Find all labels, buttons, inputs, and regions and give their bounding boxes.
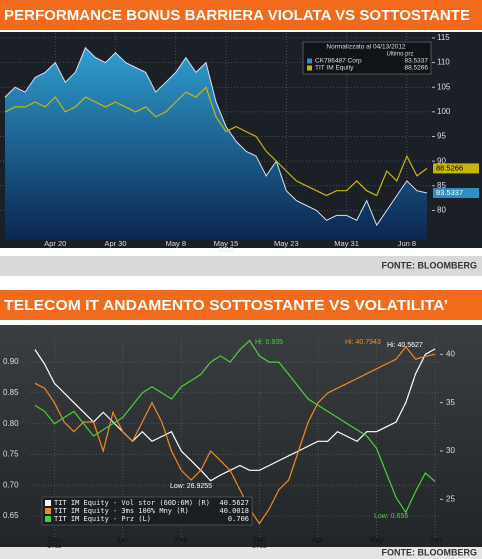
- x-tick-label: Dec: [48, 535, 62, 544]
- legend-swatch: [307, 65, 312, 71]
- y-tick-label: 90: [437, 156, 446, 165]
- value-label: 88.5266: [436, 163, 463, 172]
- legend-swatch: [45, 508, 51, 514]
- x-year-label: 2011: [47, 543, 61, 550]
- source-strip: [0, 256, 482, 276]
- y-tick-label: 0.70: [3, 480, 19, 489]
- y2-tick-label: 25: [446, 494, 455, 503]
- legend-box: [302, 41, 432, 75]
- banner: [0, 290, 482, 320]
- y-tick-label: 105: [437, 82, 451, 91]
- source: FONTE: BLOOMBERG: [382, 260, 478, 270]
- chart: 80 85 90 95 100 105 110 115 Apr 20 Apr 30 May 8 May…: [0, 33, 479, 254]
- y-tick-label: 0.90: [3, 357, 19, 366]
- line: [34, 339, 436, 514]
- legend-label: CK786487 Corp: [315, 58, 362, 65]
- y-tick-label: 0.85: [3, 388, 19, 397]
- y-tick-label: 80: [437, 206, 446, 215]
- legend-swatch: [45, 516, 51, 522]
- y2-tick-label: 40: [446, 349, 455, 358]
- y-tick-label: 0.80: [3, 419, 19, 428]
- y-tick-label: 110: [437, 58, 450, 67]
- annotation: Low: 0.656: [374, 513, 408, 520]
- legend-label: TIT IM Equity - Vol stor (60D:6M) (R): [54, 499, 210, 507]
- legend-label: TIT IM Equity - Prz (L): [54, 515, 151, 523]
- annotation: Hi: 40.5627: [387, 342, 423, 349]
- legend-swatch: [45, 500, 51, 506]
- y2-tick-label: 30: [446, 446, 455, 455]
- legend-value: 83.5337: [405, 58, 429, 65]
- x-tick-label: May 31: [334, 239, 359, 248]
- chart: 0.65 0.70 0.75 0.80 0.85 0.90 25 30 35 40 Dec Jan Fe…: [3, 335, 455, 550]
- annotation: Hi: 0.935: [255, 339, 283, 346]
- legend-value: 88.5266: [405, 65, 429, 72]
- x-year-label: 2012: [219, 247, 234, 254]
- banner: [0, 0, 482, 30]
- line: [34, 345, 436, 525]
- legend-swatch: [307, 58, 312, 64]
- area: [5, 47, 427, 240]
- line: [34, 348, 436, 482]
- y-tick-label: 95: [437, 132, 446, 141]
- y-tick-label: 0.75: [3, 450, 19, 459]
- legend-subtitle: Ultimo prz: [386, 52, 413, 58]
- x-tick-label: Jun 8: [398, 239, 416, 248]
- legend-value: 40.0018: [219, 507, 249, 515]
- x-tick-label: May 23: [274, 239, 299, 248]
- legend-box: [41, 496, 253, 526]
- x-tick-label: May: [369, 535, 383, 544]
- x-tick-label: Feb: [175, 535, 188, 544]
- value-tag: [433, 163, 479, 174]
- annotation: Low: 26.9255: [170, 483, 212, 490]
- x-tick-label: Apr 30: [104, 239, 126, 248]
- line: [4, 86, 428, 197]
- x-tick-label: May 15: [214, 239, 239, 248]
- legend-title: Normalizzato al 04/13/2012: [326, 44, 406, 51]
- x-tick-label: Mar: [253, 535, 266, 544]
- legend-label: TIT IM Equity: [315, 65, 354, 72]
- x-tick-label: Apr: [312, 535, 324, 544]
- chart-title: PERFORMANCE BONUS BARRIERA VIOLATA VS SO…: [4, 7, 470, 24]
- y-tick-label: 100: [437, 107, 451, 116]
- x-year-label: 2012: [252, 543, 267, 550]
- legend-label: TIT IM Equity - 3ms 100% Mny (R): [54, 507, 189, 515]
- source: FONTE: BLOOMBERG: [382, 547, 478, 557]
- x-tick-label: Apr 20: [44, 239, 66, 248]
- legend-value: 40.5627: [219, 499, 249, 507]
- x-tick-label: May 8: [166, 239, 186, 248]
- y-tick-label: 0.65: [3, 511, 19, 520]
- y-tick-label: 115: [437, 33, 450, 42]
- source-strip: [0, 547, 482, 559]
- line: [4, 46, 428, 227]
- annotation: Hi: 40.7943: [345, 339, 381, 346]
- legend-value: 0.706: [228, 515, 249, 523]
- y2-tick-label: 35: [446, 398, 455, 407]
- x-tick-label: Jun: [429, 535, 441, 544]
- x-tick-label: Jan: [117, 535, 129, 544]
- value-label: 83.5337: [436, 188, 463, 197]
- chart-title: TELECOM IT ANDAMENTO SOTTOSTANTE VS VOLA…: [4, 297, 448, 314]
- y-tick-label: 85: [437, 181, 446, 190]
- value-tag: [433, 188, 479, 199]
